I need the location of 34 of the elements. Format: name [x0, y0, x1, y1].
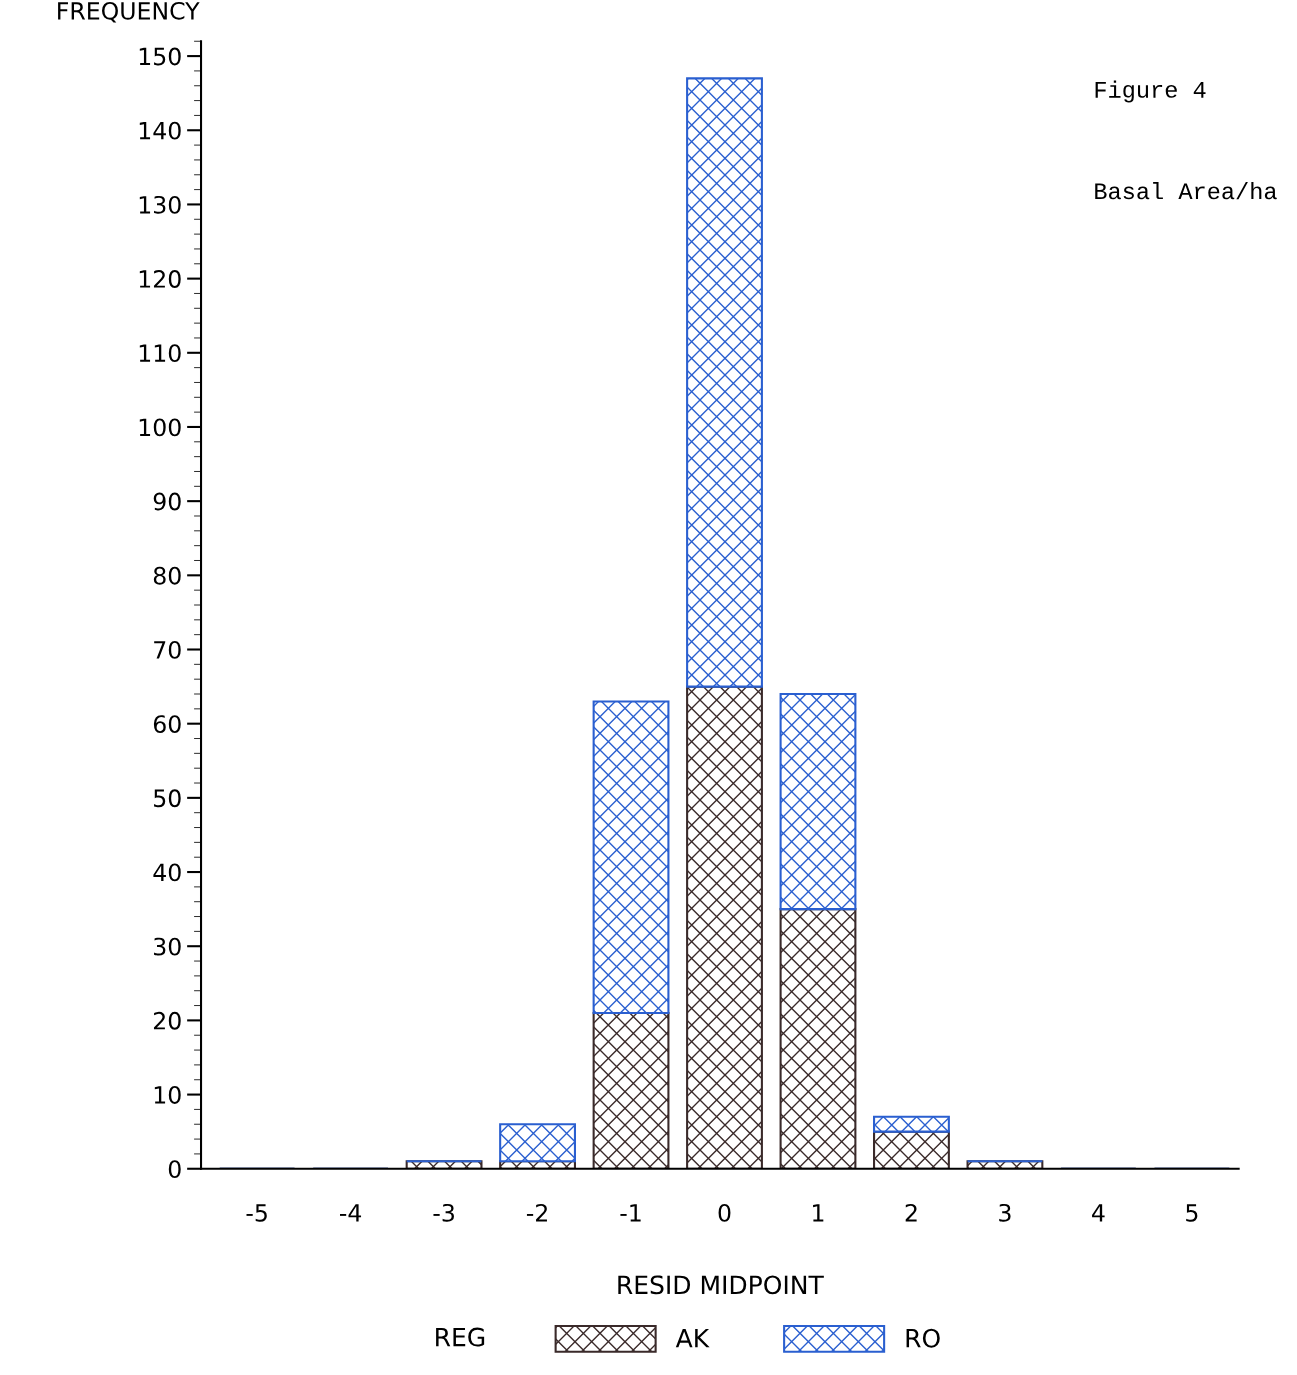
y-tick-label: 60 [153, 715, 181, 733]
y-tick-label: 140 [139, 121, 181, 140]
x-tick-label: 0 [718, 1203, 731, 1222]
y-tick-label: 80 [153, 566, 181, 585]
y-tick-label: 50 [154, 789, 181, 808]
x-axis-title: RESID MIDPOINT [618, 1275, 824, 1295]
legend-label: AK [675, 1329, 710, 1348]
x-tick-label: 2 [905, 1203, 917, 1222]
legend-title: REG [436, 1327, 485, 1347]
x-tick-label: -4 [339, 1204, 362, 1222]
y-axis-title: FREQUENCY [58, 1, 200, 23]
x-tick-label: -2 [526, 1203, 547, 1222]
x-tick-label: -1 [620, 1204, 641, 1222]
legend-label: RO [906, 1328, 940, 1348]
x-tick-label: 1 [813, 1204, 824, 1222]
x-tick-label: 5 [1186, 1204, 1198, 1222]
y-tick-label: 110 [139, 344, 181, 363]
y-tick-label: 30 [154, 937, 181, 956]
y-tick-label: 70 [154, 640, 181, 659]
y-tick-label: 20 [153, 1011, 181, 1030]
y-tick-label: 130 [139, 195, 181, 214]
y-tick-label: 120 [139, 270, 181, 288]
annotation: Basal Area/ha [1095, 181, 1277, 200]
x-tick-label: -5 [246, 1204, 267, 1222]
annotation: Figure 4 [1095, 80, 1206, 103]
y-tick-label: 100 [139, 418, 181, 437]
x-tick-label: 4 [1092, 1204, 1105, 1222]
y-tick-label: 150 [139, 47, 181, 66]
y-tick-label: 0 [168, 1160, 181, 1179]
y-tick-label: 40 [153, 863, 181, 882]
y-tick-label: 90 [153, 492, 181, 511]
x-tick-label: 3 [999, 1203, 1011, 1222]
y-tick-label: 10 [154, 1086, 181, 1104]
x-tick-label: -3 [433, 1203, 454, 1222]
